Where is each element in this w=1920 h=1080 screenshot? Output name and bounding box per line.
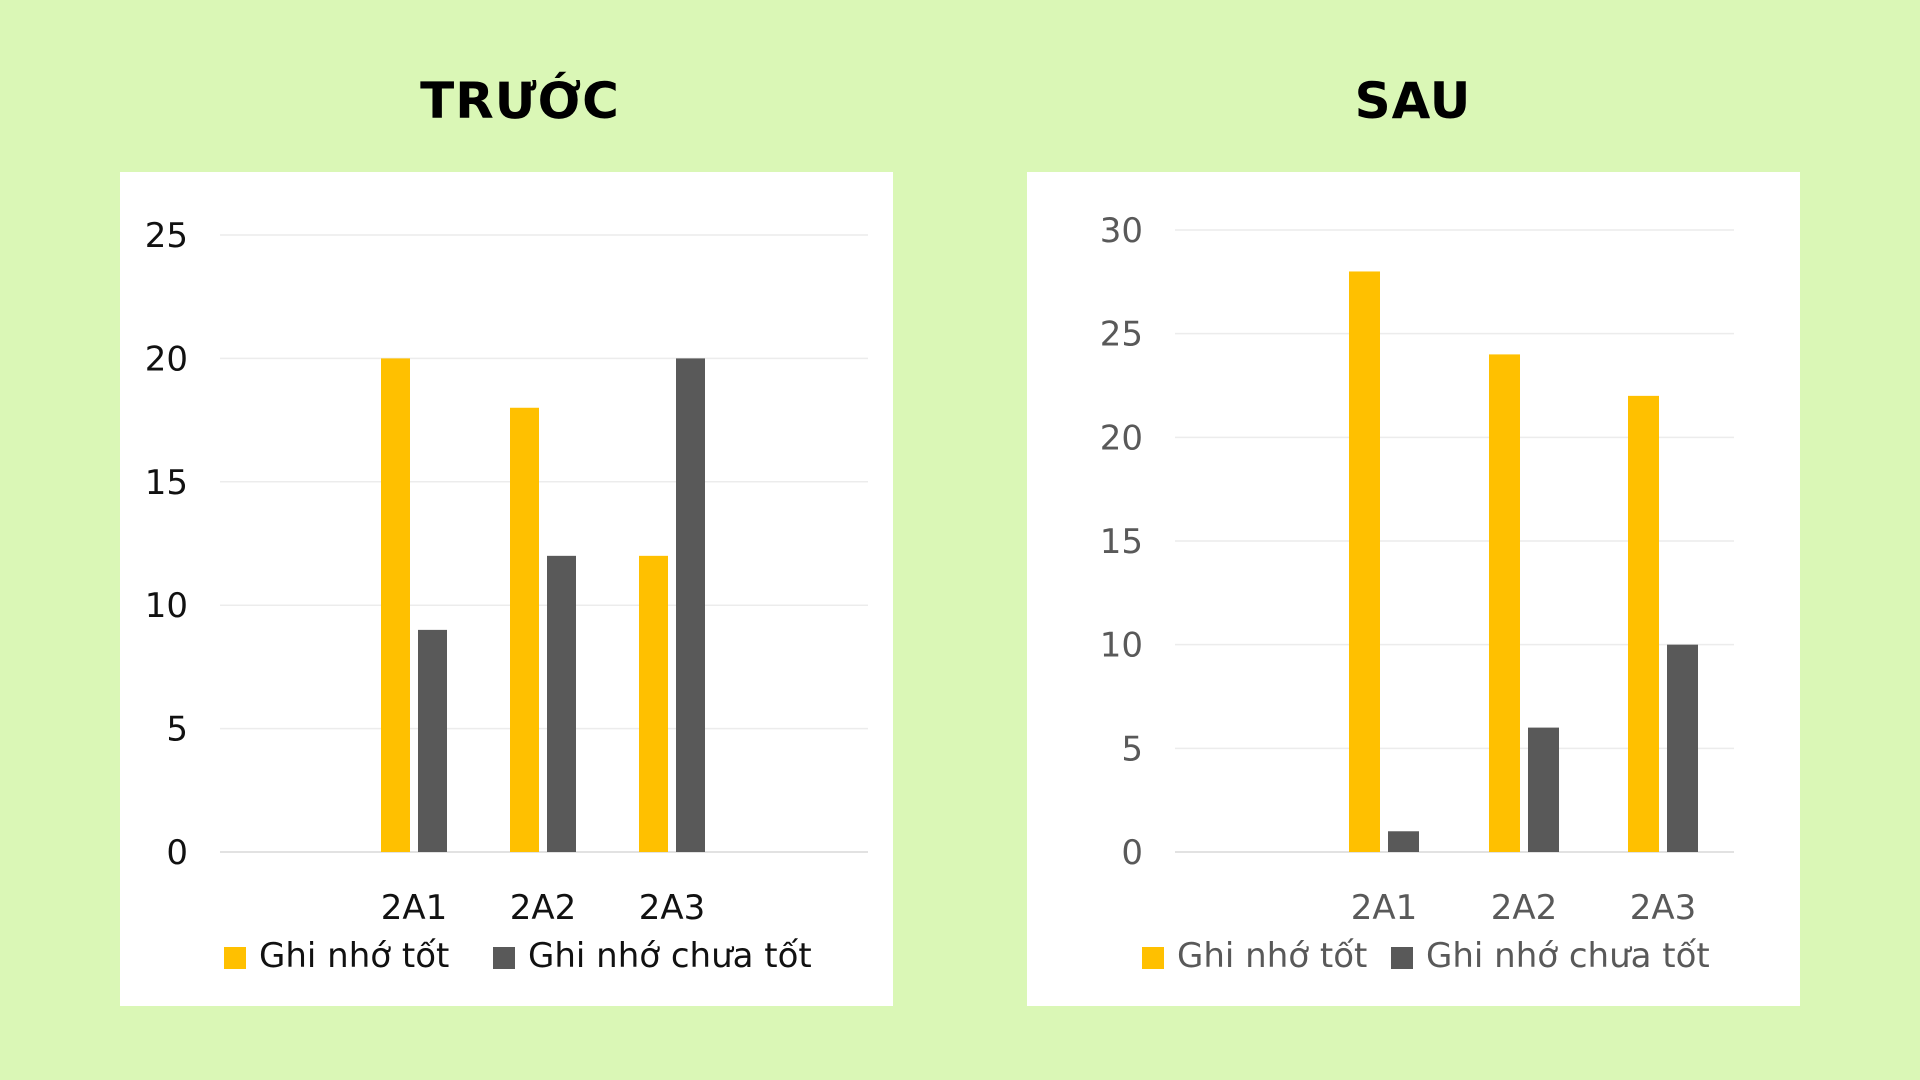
legend-label: Ghi nhớ tốt bbox=[259, 936, 449, 976]
y-tick-label: 20 bbox=[1100, 418, 1143, 458]
legend-swatch bbox=[1142, 947, 1164, 969]
bar bbox=[381, 358, 410, 852]
y-tick-label: 10 bbox=[145, 586, 188, 626]
y-tick-label: 15 bbox=[145, 463, 188, 503]
bar bbox=[1489, 354, 1520, 852]
y-tick-label: 0 bbox=[166, 833, 188, 873]
bar bbox=[418, 629, 447, 852]
x-tick-label: 2A2 bbox=[1491, 888, 1558, 928]
bar-chart-before: 0 5 10 15 20 25 2A1 2A2 2A3 Ghi nhớ tốt Ghi nhớ ch… bbox=[145, 216, 868, 976]
legend-swatch bbox=[1391, 947, 1413, 969]
bar-chart-after: 0 5 10 15 20 25 30 2A1 2A2 2A3 Ghi nhớ tốt Ghi nhớ … bbox=[1100, 211, 1734, 976]
chart-title-before: TRƯỚC bbox=[420, 72, 620, 130]
y-tick-label: 15 bbox=[1100, 522, 1143, 562]
bar bbox=[510, 407, 539, 852]
y-tick-label: 25 bbox=[145, 216, 188, 256]
y-tick-label: 30 bbox=[1100, 211, 1143, 251]
bar bbox=[676, 358, 705, 852]
x-tick-label: 2A2 bbox=[510, 888, 577, 928]
legend-label: Ghi nhớ chưa tốt bbox=[1426, 936, 1710, 976]
chart-panel-before: 0 5 10 15 20 25 2A1 2A2 2A3 Ghi nhớ tốt Ghi nhớ ch… bbox=[120, 172, 893, 1006]
chart-title-after: SAU bbox=[1354, 72, 1472, 130]
legend-swatch bbox=[493, 947, 515, 969]
bar bbox=[639, 555, 668, 852]
legend-label: Ghi nhớ tốt bbox=[1177, 936, 1367, 976]
y-tick-label: 5 bbox=[1121, 729, 1143, 769]
bar bbox=[547, 555, 576, 852]
y-tick-label: 20 bbox=[145, 339, 188, 379]
x-tick-label: 2A1 bbox=[381, 888, 448, 928]
y-tick-label: 10 bbox=[1100, 626, 1143, 666]
bar bbox=[1667, 644, 1698, 852]
y-tick-label: 5 bbox=[166, 710, 188, 750]
legend-label: Ghi nhớ chưa tốt bbox=[528, 936, 812, 976]
bar bbox=[1628, 395, 1659, 852]
x-tick-label: 2A3 bbox=[639, 888, 706, 928]
x-tick-label: 2A1 bbox=[1351, 888, 1418, 928]
y-tick-label: 25 bbox=[1100, 315, 1143, 355]
bar bbox=[1349, 271, 1380, 852]
x-tick-label: 2A3 bbox=[1630, 888, 1697, 928]
legend-swatch bbox=[224, 947, 246, 969]
chart-panel-after: 0 5 10 15 20 25 30 2A1 2A2 2A3 Ghi nhớ tốt Ghi nhớ … bbox=[1027, 172, 1800, 1006]
y-tick-label: 0 bbox=[1121, 833, 1143, 873]
bar bbox=[1528, 727, 1559, 852]
bar bbox=[1388, 831, 1419, 852]
